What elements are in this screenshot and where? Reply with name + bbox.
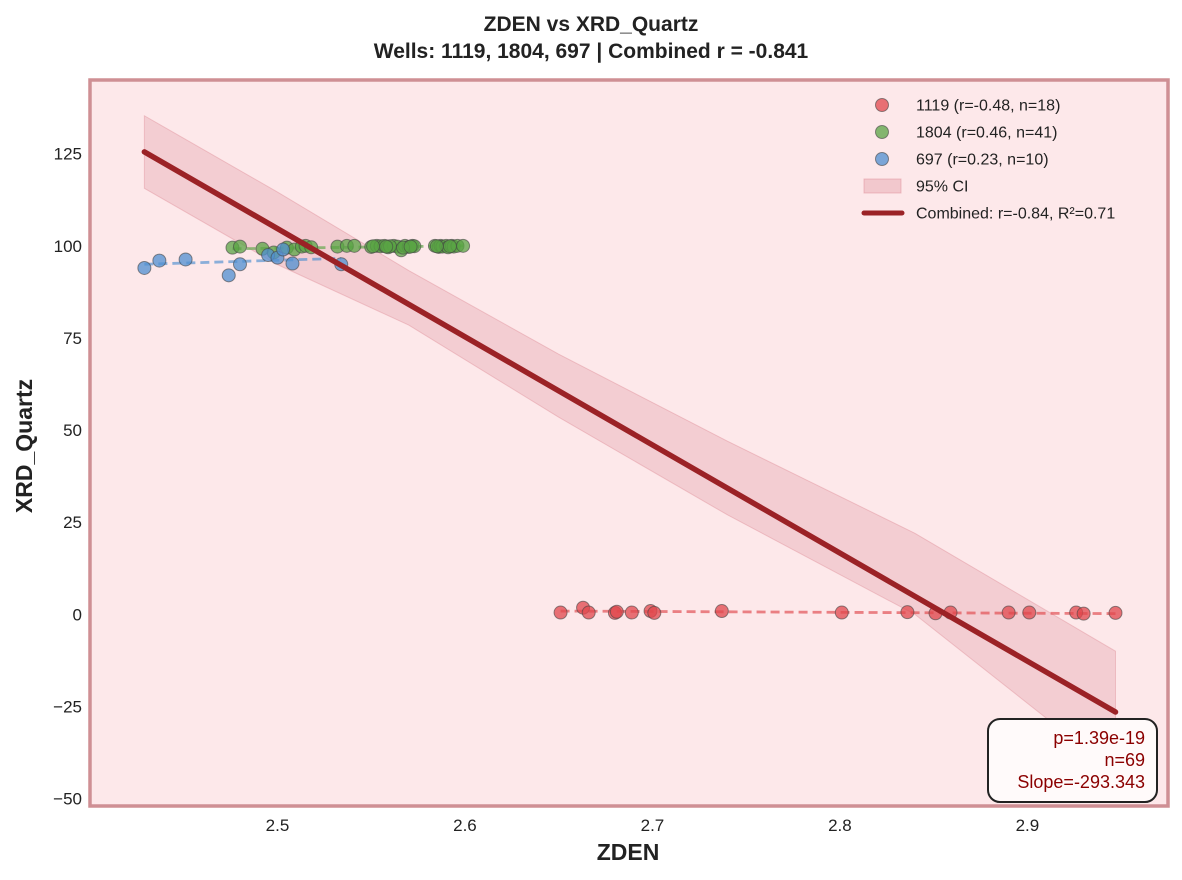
data-point-series-0 — [1001, 605, 1016, 620]
legend-ci-label: 95% CI — [916, 179, 968, 196]
data-point-series-0 — [1076, 606, 1091, 621]
legend-label-series-2: 697 (r=0.23, n=10) — [916, 152, 1049, 169]
y-tick-label: −25 — [53, 697, 82, 716]
data-point-series-2 — [178, 252, 193, 267]
data-point-series-2 — [232, 257, 247, 272]
data-point-series-0 — [900, 605, 915, 620]
data-point-series-0 — [553, 605, 568, 620]
x-tick-label: 2.7 — [641, 816, 665, 835]
plot-frame — [88, 78, 1170, 808]
data-point-series-0 — [1022, 605, 1037, 620]
data-point-series-0 — [581, 605, 596, 620]
stats-n: n=69 — [1104, 750, 1145, 770]
chart-subtitle: Wells: 1119, 1804, 697 | Combined r = -0… — [373, 40, 809, 63]
stats-slope: Slope=-293.343 — [1017, 772, 1145, 792]
x-tick-label: 2.6 — [453, 816, 477, 835]
data-point-series-1 — [403, 239, 418, 254]
data-point-series-1 — [456, 238, 471, 253]
data-point-series-1 — [366, 239, 381, 254]
stats-box-frame — [987, 718, 1158, 803]
data-point-series-1 — [232, 239, 247, 254]
legend-label-series-0: 1119 (r=-0.48, n=18) — [916, 98, 1060, 115]
stats-p-value: p=1.39e-19 — [1053, 728, 1145, 748]
combined-fit-line — [141, 149, 1119, 715]
legend-marker-series-1 — [875, 125, 889, 139]
legend-combined-label: Combined: r=-0.84, R²=0.71 — [916, 206, 1115, 223]
y-tick-label: 100 — [54, 237, 82, 256]
chart-title: ZDEN vs XRD_Quartz — [483, 13, 699, 36]
y-axis-label: XRD_Quartz — [11, 379, 37, 513]
y-tick-label: 125 — [54, 145, 82, 164]
y-tick-label: −50 — [53, 790, 82, 809]
x-tick-label: 2.9 — [1016, 816, 1040, 835]
data-point-series-0 — [647, 605, 662, 620]
data-point-series-0 — [714, 604, 729, 619]
data-point-series-1 — [379, 239, 394, 254]
data-point-series-0 — [624, 605, 639, 620]
data-point-series-2 — [152, 253, 167, 268]
legend: 1119 (r=-0.48, n=18) 1804 (r=0.46, n=41) 6… — [861, 98, 1115, 223]
legend-marker-series-0 — [875, 98, 889, 112]
y-tick-label: 75 — [63, 329, 82, 348]
data-point-series-2 — [221, 268, 236, 283]
y-tick-label: 25 — [63, 513, 82, 532]
data-point-series-1 — [347, 238, 362, 253]
data-point-series-0 — [609, 604, 624, 619]
x-axis-label: ZDEN — [597, 839, 660, 865]
data-point-series-1 — [429, 239, 444, 254]
legend-marker-series-2 — [875, 152, 889, 166]
data-point-series-2 — [137, 260, 152, 275]
plot-background — [90, 80, 1168, 806]
x-tick-label: 2.8 — [828, 816, 852, 835]
legend-ci-swatch — [863, 178, 902, 194]
legend-label-series-1: 1804 (r=0.46, n=41) — [916, 125, 1057, 142]
x-tick-label: 2.5 — [266, 816, 290, 835]
data-point-series-0 — [1108, 605, 1123, 620]
y-tick-label: 0 — [73, 605, 82, 624]
data-point-series-2 — [285, 256, 300, 271]
data-point-series-0 — [834, 605, 849, 620]
y-tick-label: 50 — [63, 421, 82, 440]
data-point-series-1 — [442, 239, 457, 254]
data-point-series-2 — [276, 242, 291, 257]
